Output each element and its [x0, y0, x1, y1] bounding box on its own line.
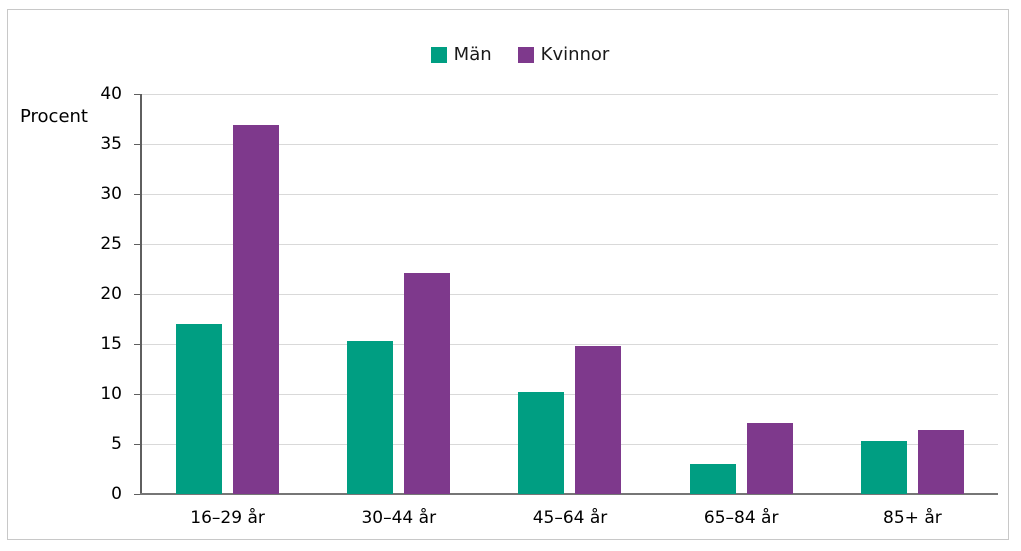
y-tick-mark-5	[134, 443, 140, 445]
bar-kvinnor-5	[917, 430, 964, 494]
bar-män-4	[689, 464, 736, 494]
legend-item-women: Kvinnor	[517, 44, 610, 65]
bar-kvinnor-4	[746, 423, 793, 494]
gridline-5	[142, 443, 998, 445]
legend-swatch-women	[517, 46, 534, 63]
gridline-35	[142, 143, 998, 145]
gridline-25	[142, 243, 998, 245]
bar-män-1	[176, 324, 223, 494]
y-tick-mark-25	[134, 243, 140, 245]
legend-label-women: Kvinnor	[540, 44, 610, 65]
bar-group-5	[827, 94, 998, 494]
x-tick-label-1: 16–29 år	[190, 508, 265, 528]
y-tick-label-40: 40	[100, 84, 122, 104]
gridline-10	[142, 393, 998, 395]
y-tick-mark-40	[134, 93, 140, 95]
bar-kvinnor-3	[575, 346, 622, 494]
x-axis-line	[140, 493, 998, 495]
y-axis-title: Procent	[20, 106, 88, 127]
legend: Män Kvinnor	[140, 44, 900, 65]
y-tick-mark-15	[134, 343, 140, 345]
y-tick-mark-0	[134, 493, 140, 495]
x-tick-label-2: 30–44 år	[361, 508, 437, 528]
y-tick-label-35: 35	[100, 134, 122, 154]
y-tick-label-30: 30	[100, 184, 122, 204]
y-tick-mark-10	[134, 393, 140, 395]
y-tick-mark-20	[134, 293, 140, 295]
y-tick-label-25: 25	[100, 234, 122, 254]
bar-män-2	[347, 341, 394, 494]
x-tick-label-4: 65–84 år	[703, 508, 779, 528]
bar-män-5	[860, 441, 907, 494]
y-tick-mark-30	[134, 193, 140, 195]
bar-kvinnor-2	[404, 273, 451, 494]
gridline-30	[142, 193, 998, 195]
y-tick-label-0: 0	[111, 484, 122, 504]
bar-group-3	[484, 94, 655, 494]
x-tick-label-5: 85+ år	[883, 508, 942, 528]
y-tick-label-5: 5	[111, 434, 122, 454]
y-tick-label-15: 15	[100, 334, 122, 354]
plot-area: 0 5 10 15 20 25 30 35 40 16–29 år 30–44 år 45–64 år…	[100, 84, 998, 528]
bar-group-1	[142, 94, 313, 494]
y-tick-label-10: 10	[100, 384, 122, 404]
gridline-15	[142, 343, 998, 345]
legend-item-men: Män	[430, 44, 492, 65]
y-tick-label-20: 20	[100, 284, 122, 304]
y-tick-mark-35	[134, 143, 140, 145]
legend-label-men: Män	[453, 44, 492, 65]
bar-män-3	[518, 392, 565, 494]
gridline-40	[142, 93, 998, 95]
bar-group-4	[656, 94, 827, 494]
gridline-20	[142, 293, 998, 295]
bar-kvinnor-1	[233, 125, 280, 494]
bar-group-2	[313, 94, 484, 494]
x-tick-label-3: 45–64 år	[532, 508, 608, 528]
chart-frame: Män Kvinnor Procent 0 5 10 15 20 25 30 35 40 16–2…	[7, 9, 1009, 540]
legend-swatch-men	[430, 46, 447, 63]
